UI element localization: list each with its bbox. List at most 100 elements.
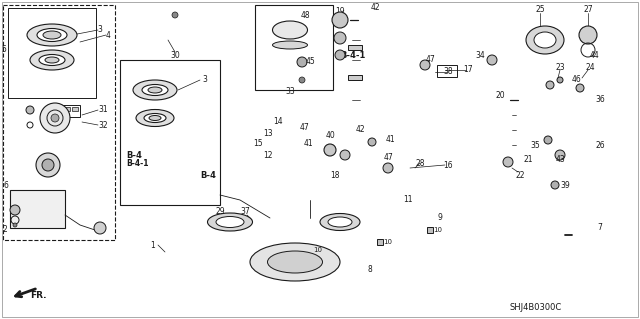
Text: 3: 3 [97,26,102,34]
Circle shape [576,84,584,92]
Ellipse shape [149,115,161,121]
Bar [3,5,115,240]
Circle shape [172,12,178,18]
Text: 16: 16 [443,160,453,169]
Ellipse shape [273,21,307,39]
Circle shape [420,60,430,70]
Text: 15: 15 [253,139,263,149]
Circle shape [544,136,552,144]
Text: 41: 41 [303,138,313,147]
Text: B-4: B-4 [200,170,216,180]
Text: 13: 13 [263,129,273,137]
Text: 46: 46 [571,76,581,85]
Text: 40: 40 [325,130,335,139]
Text: 3: 3 [203,76,207,85]
Text: 45: 45 [305,57,315,66]
Ellipse shape [144,114,166,122]
Text: 25: 25 [535,5,545,14]
Bar [427,227,433,233]
Ellipse shape [30,50,74,70]
Circle shape [40,103,70,133]
Bar [72,107,78,111]
Text: 19: 19 [335,8,345,17]
Ellipse shape [142,85,168,95]
Circle shape [555,150,565,160]
Ellipse shape [328,217,352,227]
Text: 14: 14 [273,117,283,127]
Text: 47: 47 [425,56,435,64]
Circle shape [332,12,348,28]
Text: 2: 2 [3,226,8,234]
Bar [377,239,383,245]
Circle shape [36,153,60,177]
Text: 37: 37 [240,207,250,217]
Ellipse shape [133,80,177,100]
Text: 24: 24 [585,63,595,71]
Text: 41: 41 [385,136,395,145]
Ellipse shape [136,109,174,127]
Circle shape [487,55,497,65]
Text: 12: 12 [263,151,273,160]
Text: 29: 29 [215,207,225,217]
Ellipse shape [250,243,340,281]
Text: 10: 10 [383,239,392,245]
Text: 4: 4 [106,31,111,40]
Circle shape [557,77,563,83]
Text: 39: 39 [560,181,570,189]
Bar [62,105,80,117]
Text: 48: 48 [300,11,310,19]
Circle shape [546,81,554,89]
Ellipse shape [45,57,59,63]
Text: 35: 35 [530,140,540,150]
Ellipse shape [273,41,307,49]
Bar [255,5,333,90]
Ellipse shape [268,251,323,273]
Bar [8,8,96,98]
Ellipse shape [148,87,162,93]
Ellipse shape [526,26,564,54]
Circle shape [368,138,376,146]
Text: 32: 32 [98,121,108,130]
Ellipse shape [39,55,65,65]
Ellipse shape [207,213,253,231]
Text: SHJ4B0300C: SHJ4B0300C [510,303,563,313]
Text: 42: 42 [355,125,365,135]
Text: B-4-1: B-4-1 [340,50,365,60]
Circle shape [324,144,336,156]
Text: 21: 21 [524,155,532,165]
Text: 26: 26 [595,140,605,150]
Text: 6: 6 [4,181,8,189]
Circle shape [10,205,20,215]
Ellipse shape [320,213,360,231]
Text: B-4-1: B-4-1 [126,159,148,167]
Text: 8: 8 [367,265,372,275]
Circle shape [299,77,305,83]
Text: 43: 43 [555,155,565,165]
Text: 38: 38 [443,68,453,77]
Ellipse shape [534,32,556,48]
Text: 22: 22 [515,170,525,180]
Text: 23: 23 [555,63,565,71]
Bar [64,107,70,111]
Text: 47: 47 [383,153,393,162]
Text: 36: 36 [595,95,605,105]
Text: 47: 47 [300,123,310,132]
Circle shape [340,150,350,160]
Circle shape [26,106,34,114]
Ellipse shape [37,28,67,41]
Circle shape [13,223,17,227]
Text: 1: 1 [150,241,155,249]
Circle shape [335,50,345,60]
Text: 33: 33 [285,87,295,97]
Text: 28: 28 [415,159,425,167]
Circle shape [383,163,393,173]
Circle shape [42,159,54,171]
Text: 27: 27 [583,5,593,14]
Text: 18: 18 [330,170,340,180]
Text: 9: 9 [438,213,442,222]
Text: B-4: B-4 [126,151,142,160]
Ellipse shape [216,217,244,227]
Ellipse shape [43,31,61,39]
Bar [10,190,65,228]
Text: 17: 17 [463,65,473,75]
